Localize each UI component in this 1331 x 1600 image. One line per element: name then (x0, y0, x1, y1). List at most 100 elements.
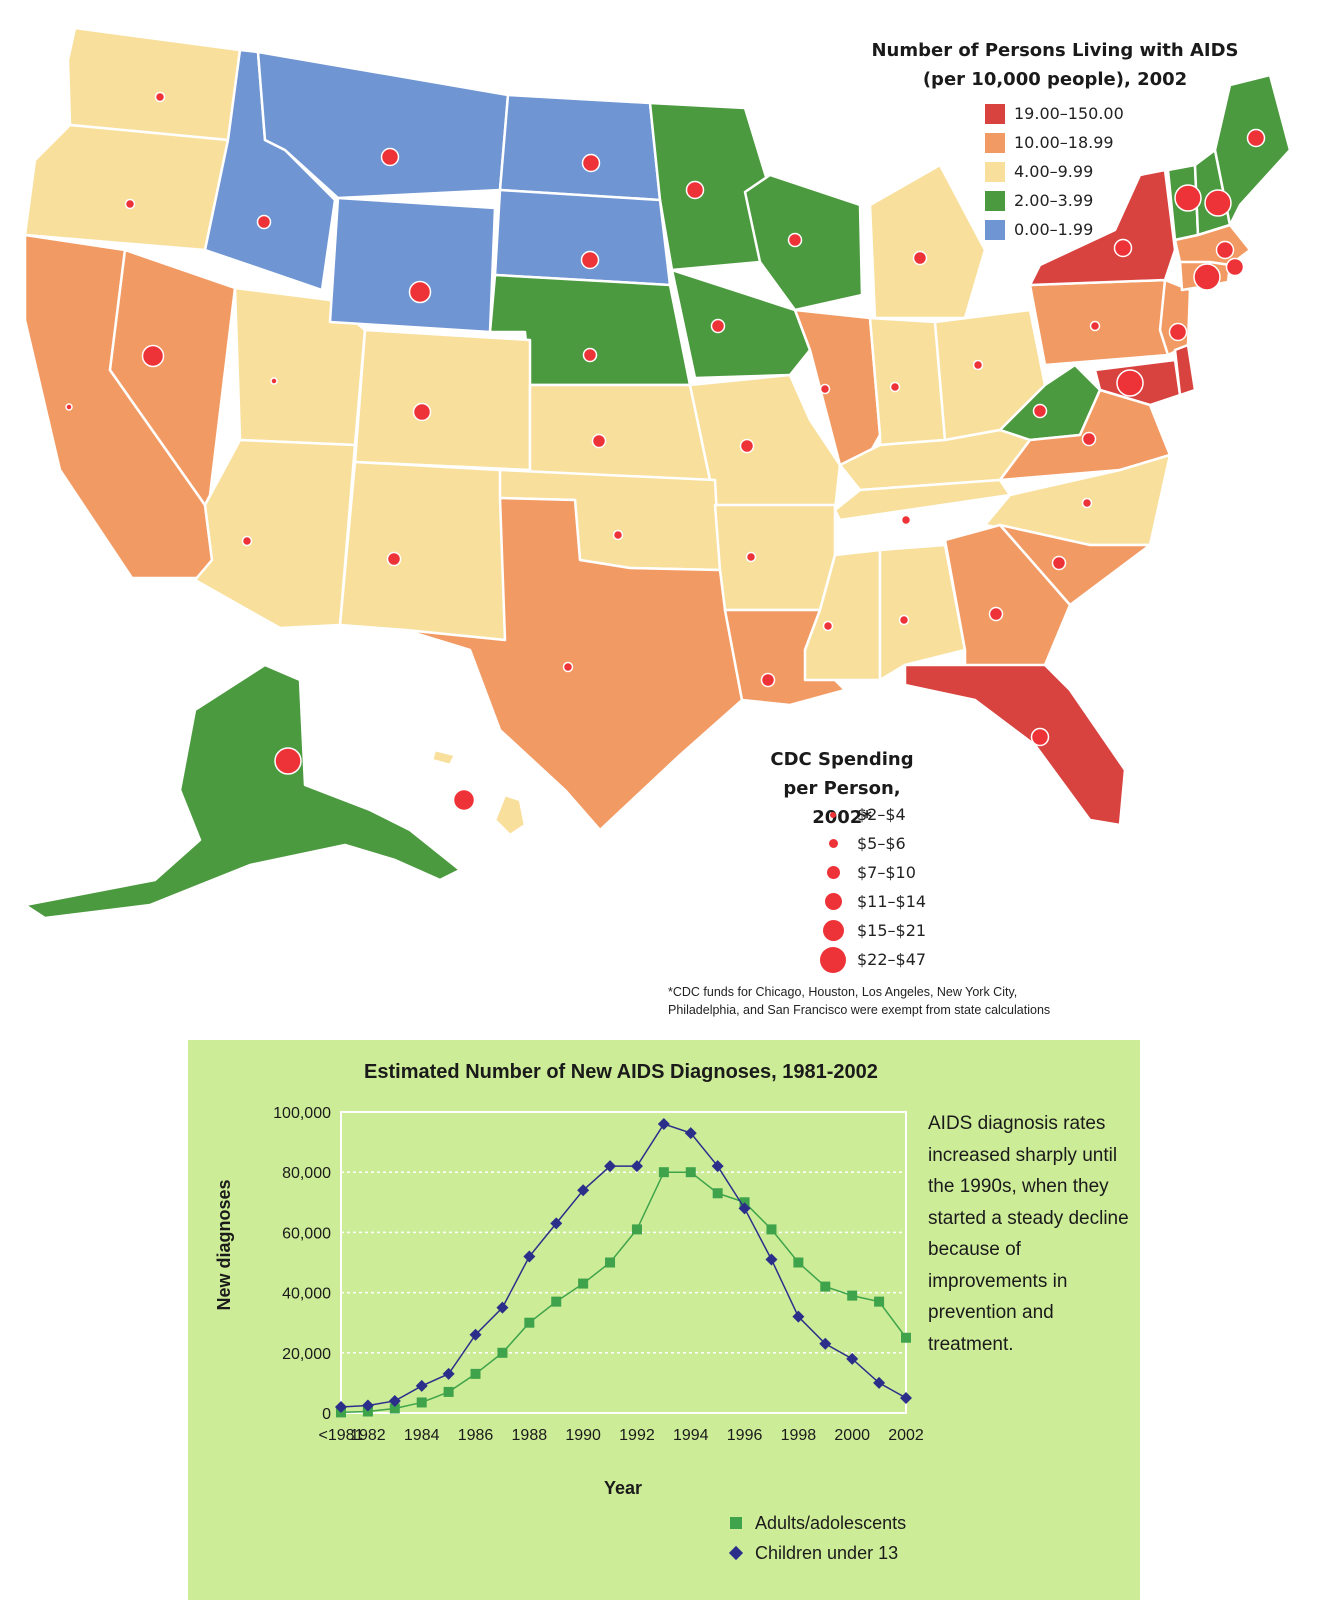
chart-legend-label: Adults/adolescents (755, 1512, 907, 1533)
spending-legend-item: $5–$6 (815, 829, 926, 858)
data-point-children (469, 1328, 482, 1341)
state-iowa (670, 268, 812, 380)
x-tick-label: 1996 (727, 1427, 763, 1444)
data-point-adults (497, 1347, 508, 1358)
choropleth-legend-item: 0.00–1.99 (985, 215, 1124, 244)
y-axis-label: New diagnoses (214, 1179, 234, 1310)
spending-bubble (819, 383, 831, 395)
data-point-adults (793, 1257, 804, 1268)
data-point-children (819, 1337, 832, 1350)
chart-panel: Estimated Number of New AIDS Diagnoses, … (188, 1040, 1140, 1600)
data-point-adults (605, 1257, 616, 1268)
legend-swatch (985, 219, 1005, 240)
choropleth-legend-item: 4.00–9.99 (985, 157, 1124, 186)
chart-legend-item: Children under 13 (723, 1538, 906, 1568)
legend-label: 0.00–1.99 (1014, 220, 1094, 239)
data-point-adults (658, 1167, 669, 1178)
spending-bubble (386, 551, 402, 567)
x-tick-label: 1988 (512, 1427, 548, 1444)
spending-bubble (685, 180, 705, 200)
spending-bubble (380, 147, 400, 167)
data-point-adults (685, 1167, 696, 1178)
spending-legend-dot (830, 811, 836, 818)
spending-bubble (1193, 263, 1221, 291)
spending-bubble (822, 620, 834, 632)
data-point-adults (820, 1281, 831, 1292)
spending-bubble (1030, 727, 1050, 747)
spending-legend-title-line2: per Person, 2002* (783, 778, 901, 828)
state-new-mexico (338, 460, 507, 642)
state-oregon (23, 123, 230, 252)
chart-legend-item: Adults/adolescents (723, 1508, 906, 1538)
x-axis-label: Year (604, 1478, 642, 1498)
data-point-children (738, 1202, 751, 1215)
data-point-children (550, 1217, 563, 1230)
legend-label: 10.00–18.99 (1014, 133, 1114, 152)
state-florida (903, 663, 1127, 827)
spending-legend-title-line1: CDC Spending (770, 749, 914, 770)
spending-bubble (581, 153, 601, 173)
state-tennessee (833, 478, 1012, 522)
data-point-children (873, 1376, 886, 1389)
y-tick-label: 80,000 (282, 1165, 331, 1182)
series-line (340, 1123, 907, 1408)
spending-legend-dot (824, 893, 842, 910)
x-tick-label: 2000 (834, 1427, 870, 1444)
data-point-children (442, 1367, 455, 1380)
y-tick-label: 20,000 (282, 1346, 331, 1363)
spending-bubble (562, 661, 574, 673)
legend-swatch (985, 161, 1005, 182)
square-marker-icon (730, 1517, 742, 1529)
spending-bubble (1032, 403, 1048, 419)
data-point-children (335, 1400, 347, 1413)
state-indiana (868, 316, 947, 447)
choropleth-legend: 19.00–150.00 10.00–18.99 4.00–9.99 2.00–3.9… (985, 99, 1124, 244)
state-new-jersey (1158, 278, 1192, 357)
spending-bubble (1113, 238, 1133, 258)
data-point-adults (362, 1406, 373, 1417)
x-tick-label: 1984 (404, 1427, 440, 1444)
legend-swatch (985, 103, 1005, 124)
y-tick-label: 40,000 (282, 1286, 331, 1303)
data-point-adults (389, 1403, 400, 1414)
state-texas (403, 496, 744, 832)
choropleth-legend-item: 10.00–18.99 (985, 128, 1124, 157)
legend-label: 4.00–9.99 (1014, 162, 1094, 181)
spending-bubble (591, 433, 607, 449)
data-point-adults (874, 1296, 885, 1307)
spending-bubble (760, 672, 776, 688)
legend-label: 19.00–150.00 (1014, 104, 1124, 123)
state-delaware (1173, 343, 1197, 397)
choropleth-legend-item: 19.00–150.00 (985, 99, 1124, 128)
state-wyoming (328, 196, 497, 334)
data-point-adults (901, 1332, 911, 1343)
state-hawaii (493, 793, 527, 837)
data-point-adults (416, 1397, 427, 1408)
data-point-children (388, 1394, 401, 1407)
spending-legend-dot (828, 839, 838, 848)
x-tick-label: 1982 (350, 1427, 386, 1444)
spending-bubble (270, 377, 278, 385)
state-arkansas (713, 503, 837, 612)
state-kansas (528, 383, 712, 482)
choropleth-legend-item: 2.00–3.99 (985, 186, 1124, 215)
data-point-adults (766, 1224, 777, 1235)
spending-bubble (1215, 240, 1235, 260)
data-point-adults (847, 1290, 858, 1301)
data-point-adults (739, 1197, 750, 1208)
spending-bubble (1225, 257, 1245, 277)
spending-legend-item: $22–$47 (815, 945, 926, 974)
spending-legend-item: $2–$4 (815, 800, 926, 829)
spending-bubble (274, 747, 302, 775)
x-tick-label: 1994 (673, 1427, 709, 1444)
spending-legend-label: $7–$10 (857, 863, 916, 882)
chart-annotation: AIDS diagnosis rates increased sharply u… (928, 1113, 1129, 1355)
spending-bubble (1089, 320, 1101, 332)
spending-bubble (582, 347, 598, 363)
spending-legend-label: $2–$4 (857, 805, 906, 824)
x-tick-label: 1990 (565, 1427, 601, 1444)
data-point-adults (551, 1296, 562, 1307)
spending-legend-dot (826, 866, 840, 879)
state-north-dakota (498, 93, 662, 202)
spending-bubble (256, 214, 272, 230)
